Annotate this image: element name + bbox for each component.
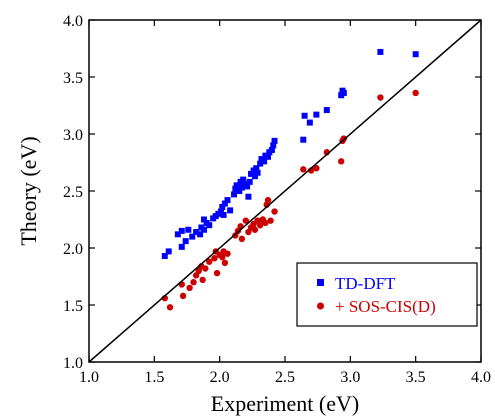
td-dft-point	[219, 203, 226, 210]
td-dft-point	[248, 170, 255, 177]
td-dft-point	[300, 136, 307, 143]
x-tick-label: 2.5	[275, 369, 295, 386]
sos-cis-d-point	[242, 217, 249, 224]
td-dft-point	[200, 226, 207, 233]
y-tick-label: 3.5	[63, 70, 83, 87]
td-dft-point	[174, 231, 181, 238]
td-dft-point	[178, 227, 185, 234]
x-axis-title: Experiment (eV)	[211, 391, 359, 416]
sos-cis-d-point	[251, 226, 259, 233]
td-dft-point	[377, 48, 384, 55]
x-tick-label: 1.0	[79, 369, 99, 386]
legend-marker-sos-cis-d	[317, 302, 324, 310]
td-dft-point	[220, 211, 227, 218]
sos-cis-d-point	[412, 89, 419, 97]
sos-cis-d-point	[313, 165, 320, 172]
td-dft-point	[165, 248, 172, 255]
y-tick-label: 1.5	[63, 298, 83, 315]
sos-cis-d-point	[300, 166, 307, 173]
x-tick-label: 3.5	[406, 369, 426, 386]
reference-line-y-equals-x	[88, 19, 482, 363]
x-tick-label: 1.5	[144, 369, 164, 386]
sos-cis-d-point	[271, 208, 278, 215]
td-dft-point	[271, 137, 278, 144]
y-tick-label: 2.5	[63, 184, 83, 201]
td-dft-point	[323, 107, 330, 114]
td-dft-point	[270, 142, 277, 149]
td-dft-point	[254, 169, 261, 176]
td-dft-point	[189, 233, 196, 240]
td-dft-point	[233, 182, 240, 189]
y-tick-label: 1.0	[63, 355, 83, 372]
td-dft-point	[240, 176, 247, 183]
td-dft-point	[238, 184, 245, 191]
td-dft-point	[246, 178, 253, 185]
sos-cis-d-point	[190, 279, 197, 286]
td-dft-point	[257, 160, 264, 167]
points-layer	[161, 48, 419, 311]
sos-cis-d-point	[264, 196, 272, 204]
td-dft-point	[185, 226, 192, 233]
td-dft-point	[193, 229, 200, 236]
td-dft-point	[265, 153, 272, 160]
sos-cis-d-point	[219, 253, 226, 261]
sos-cis-d-point	[238, 235, 246, 243]
td-dft-point	[245, 193, 252, 200]
td-dft-point	[200, 216, 207, 223]
td-dft-point	[197, 231, 204, 238]
td-dft-point	[206, 222, 213, 229]
legend-label-td-dft: TD-DFT	[335, 274, 396, 293]
sos-cis-d-point	[377, 94, 384, 101]
sos-cis-d-point	[186, 284, 193, 292]
y-tick-label: 3.0	[63, 127, 83, 144]
td-dft-point	[227, 207, 234, 214]
legend-label-sos-cis-d: + SOS-CIS(D)	[335, 297, 436, 316]
sos-cis-d-point	[224, 250, 231, 257]
legend-marker-td-dft	[317, 279, 324, 286]
td-dft-point	[251, 173, 258, 180]
sos-cis-d-point	[202, 265, 209, 272]
td-dft-point	[178, 243, 185, 250]
td-dft-point	[261, 158, 268, 165]
sos-cis-d-point	[211, 255, 218, 262]
td-dft-point	[161, 252, 168, 259]
legend: TD-DFT + SOS-CIS(D)	[296, 262, 478, 327]
sos-cis-d-point	[262, 219, 269, 227]
sos-cis-d-point	[267, 217, 274, 224]
x-tick-label: 4.0	[471, 369, 491, 386]
series-td-dft	[161, 48, 419, 259]
td-dft-point	[340, 89, 347, 96]
sos-cis-d-point	[206, 258, 213, 265]
td-dft-point	[232, 185, 239, 192]
y-axis-title: Theory (eV)	[16, 136, 41, 245]
sos-cis-d-point	[199, 276, 206, 284]
sos-cis-d-point	[256, 222, 264, 229]
td-dft-point	[231, 191, 238, 198]
td-dft-point	[268, 146, 275, 153]
td-dft-point	[182, 238, 189, 245]
td-dft-point	[221, 200, 228, 207]
td-dft-point	[217, 208, 224, 215]
sos-cis-d-point	[337, 158, 345, 165]
y-tick-label: 2.0	[63, 241, 83, 258]
sos-cis-d-point	[179, 292, 187, 300]
x-tick-label: 2.0	[210, 369, 230, 386]
sos-cis-d-point	[166, 304, 174, 311]
x-tick-label: 3.0	[340, 369, 360, 386]
legend-box	[296, 262, 478, 327]
td-dft-point	[236, 188, 243, 194]
td-dft-point	[253, 165, 260, 172]
td-dft-point	[224, 197, 231, 204]
sos-cis-d-point	[221, 259, 229, 267]
td-dft-point	[313, 111, 320, 118]
y-tick-label: 4.0	[63, 13, 83, 30]
sos-cis-d-point	[213, 269, 221, 277]
td-dft-point	[412, 51, 419, 58]
td-dft-point	[244, 183, 251, 190]
td-dft-point	[306, 119, 313, 126]
ticks-layer: 1.0 1.5 2.0 2.5 3.0 3.5 4.0 1.0 1.5 2.0 2.5 3.0 3.5 4…	[63, 13, 491, 386]
td-dft-point	[301, 112, 308, 119]
